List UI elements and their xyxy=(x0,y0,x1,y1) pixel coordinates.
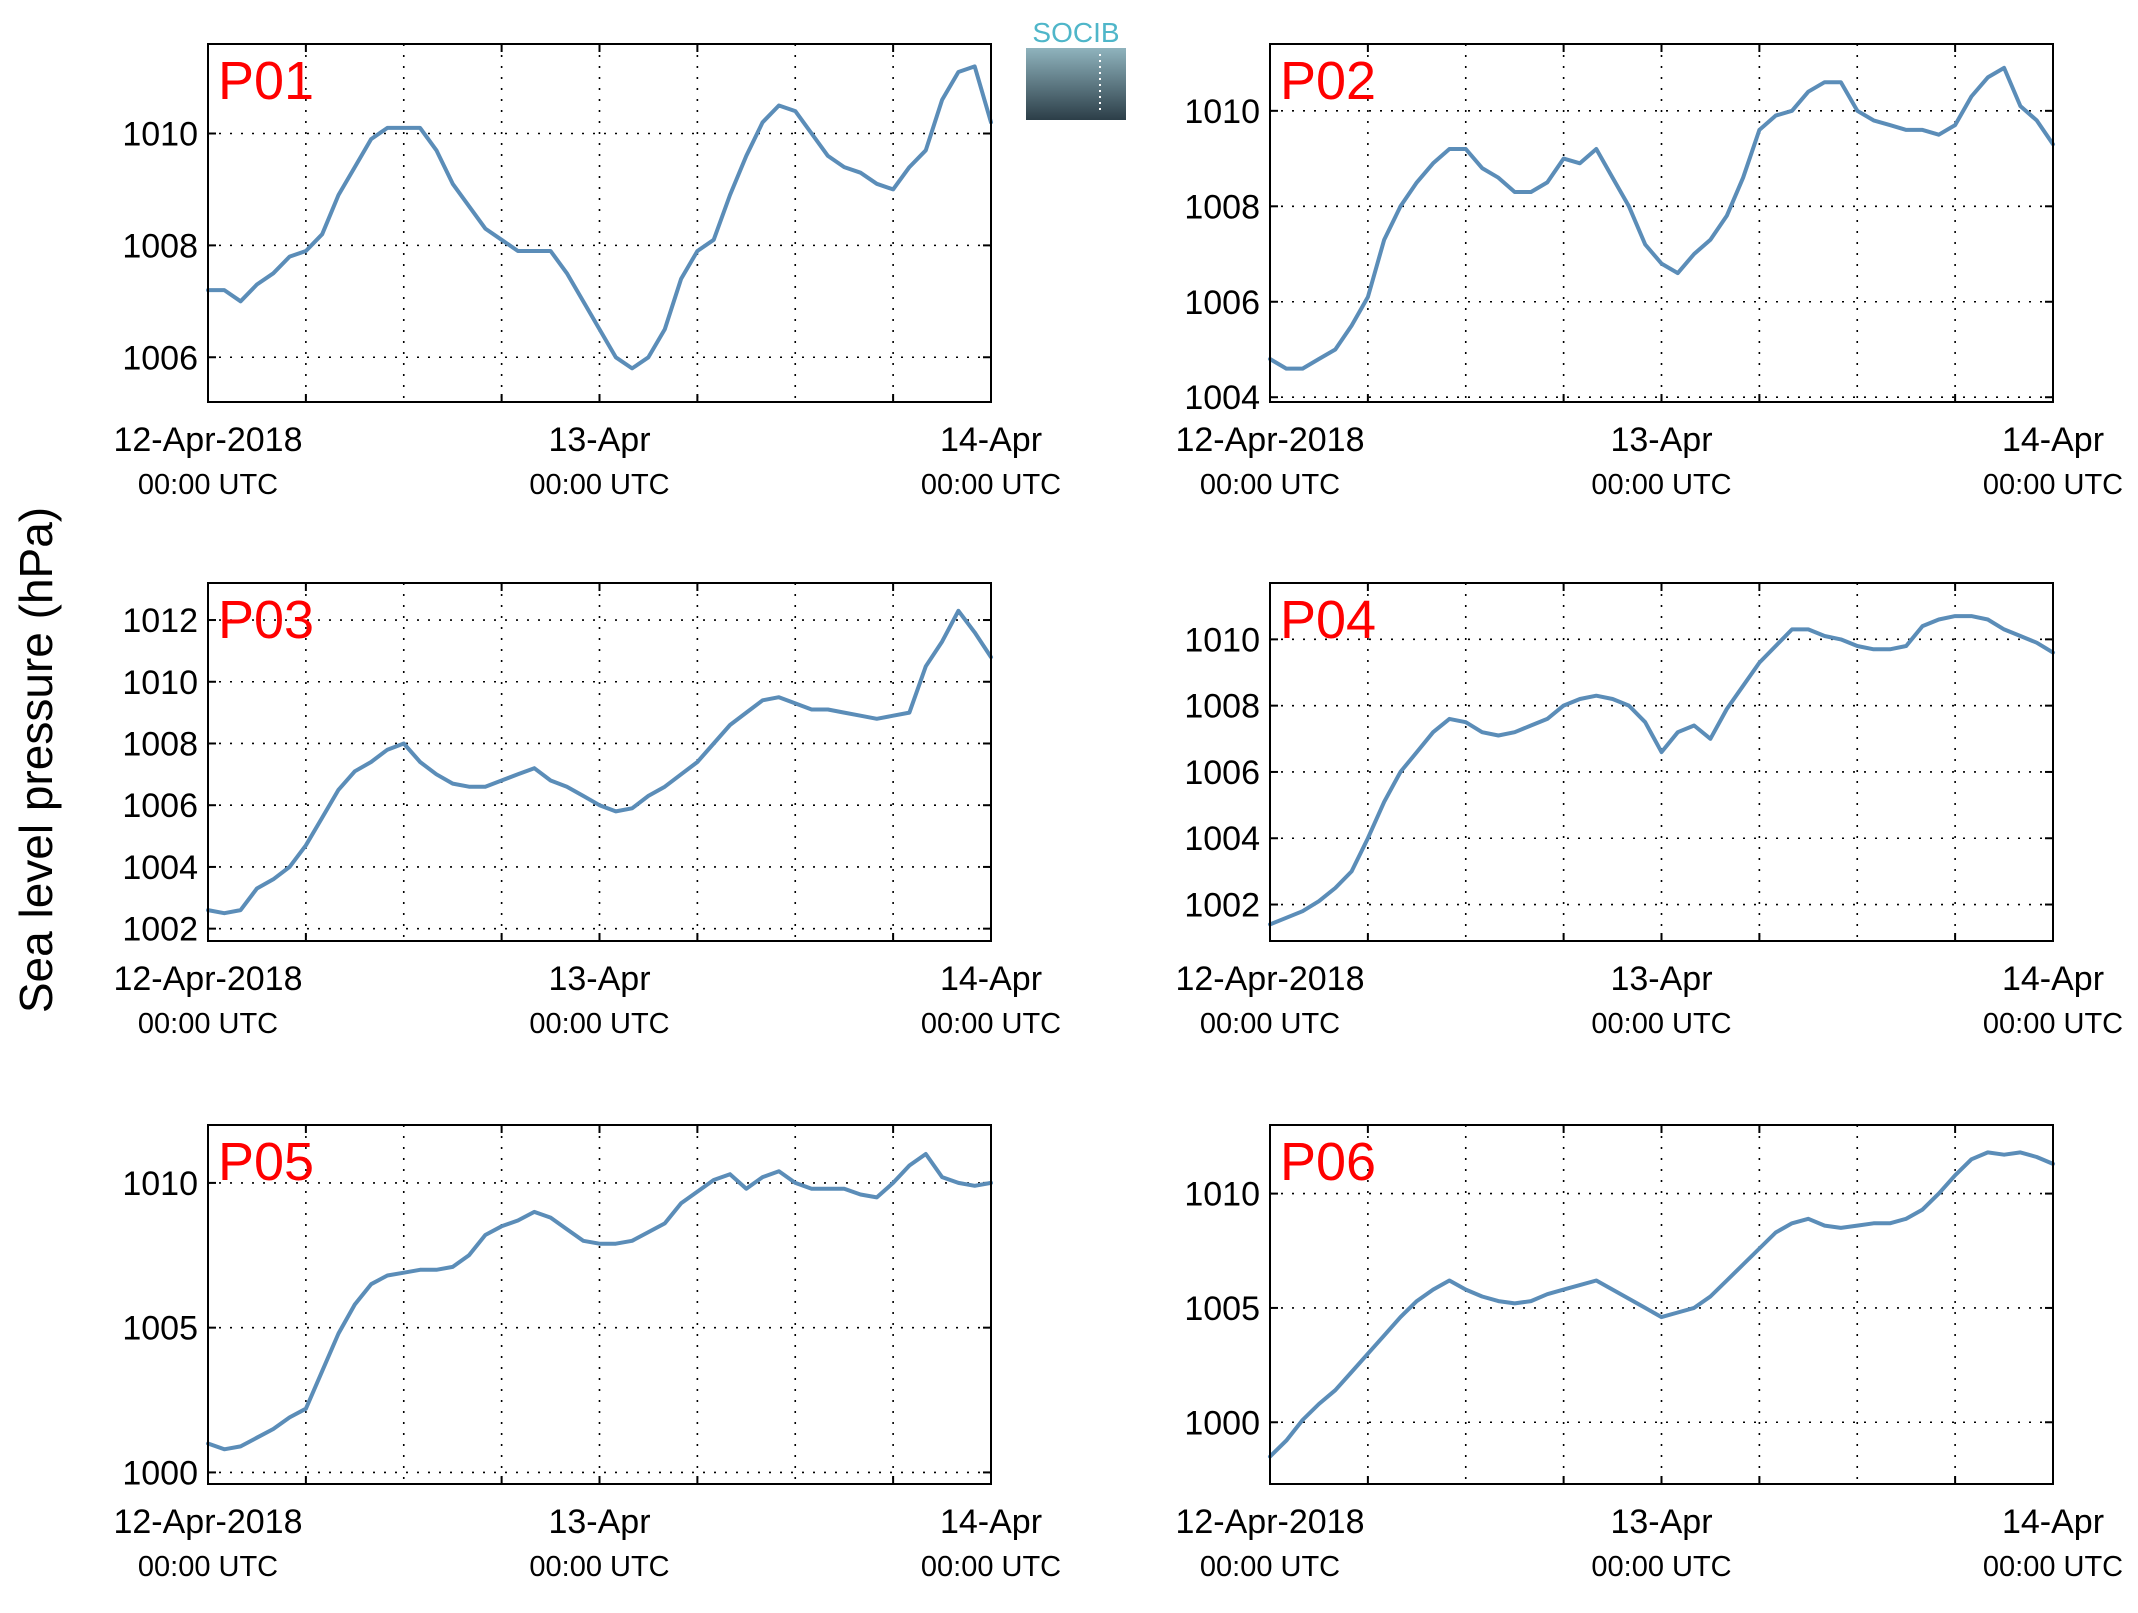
y-tick-label: 1010 xyxy=(122,116,198,154)
x-tick-sublabel: 00:00 UTC xyxy=(921,469,1061,501)
y-tick-label: 1002 xyxy=(1184,887,1260,925)
y-tick-label: 1004 xyxy=(1184,820,1260,858)
panel-p01: 1006 1008 1010 12-Apr-2018 00:00 UTC 13-Apr 00… xyxy=(113,43,1061,501)
station-label: P03 xyxy=(218,590,314,650)
series-line xyxy=(206,1152,993,1452)
x-tick-sublabel: 00:00 UTC xyxy=(529,469,669,501)
figure-ylabel-wrap: Sea level pressure (hPa) xyxy=(8,0,68,1608)
plot-frame xyxy=(1269,43,2054,403)
plot-frame xyxy=(207,1124,992,1485)
figure-ylabel-svg: Sea level pressure (hPa) xyxy=(10,507,62,1013)
x-tick-sublabel: 00:00 UTC xyxy=(1200,469,1340,501)
x-tick-label: 13-Apr xyxy=(548,421,650,459)
y-tick-label: 1010 xyxy=(122,1165,198,1203)
x-tick-label: 13-Apr xyxy=(1610,960,1712,998)
x-tick-sublabel: 00:00 UTC xyxy=(1983,1551,2123,1583)
y-tick-label: 1008 xyxy=(122,725,198,763)
x-tick-sublabel: 00:00 UTC xyxy=(1983,1008,2123,1040)
y-tick-label: 1000 xyxy=(1184,1404,1260,1442)
panel-p03: 1002 1004 1006 1008 1010 1012 12-Apr-2018 00:00… xyxy=(113,582,1061,1040)
x-tick-label: 13-Apr xyxy=(1610,421,1712,459)
y-tick-label: 1006 xyxy=(122,787,198,825)
y-tick-label: 1002 xyxy=(122,911,198,949)
x-tick-sublabel: 00:00 UTC xyxy=(1200,1551,1340,1583)
x-tick-label: 12-Apr-2018 xyxy=(113,1503,302,1541)
x-tick-label: 14-Apr xyxy=(2002,960,2104,998)
panel-p02: 1004 1006 1008 1010 12-Apr-2018 00:00 UTC 13-A… xyxy=(1175,43,2123,501)
x-tick-sublabel: 00:00 UTC xyxy=(138,1551,278,1583)
station-label: P04 xyxy=(1280,590,1376,650)
x-tick-label: 13-Apr xyxy=(548,1503,650,1541)
panel-p06: 1000 1005 1010 12-Apr-2018 00:00 UTC 13-Apr 00… xyxy=(1175,1124,2123,1583)
y-tick-label: 1010 xyxy=(1184,621,1260,659)
x-tick-sublabel: 00:00 UTC xyxy=(1591,469,1731,501)
station-label: P05 xyxy=(218,1132,314,1192)
panel-p05: 1000 1005 1010 12-Apr-2018 00:00 UTC 13-Apr 00… xyxy=(113,1124,1061,1583)
y-tick-label: 1010 xyxy=(122,664,198,702)
series-line xyxy=(206,64,993,371)
series-line xyxy=(1268,614,2055,927)
x-tick-label: 14-Apr xyxy=(2002,421,2104,459)
y-tick-label: 1005 xyxy=(1184,1290,1260,1328)
x-tick-sublabel: 00:00 UTC xyxy=(1983,469,2123,501)
x-tick-sublabel: 00:00 UTC xyxy=(1200,1008,1340,1040)
x-tick-sublabel: 00:00 UTC xyxy=(529,1551,669,1583)
x-tick-label: 12-Apr-2018 xyxy=(1175,960,1364,998)
plot-frame xyxy=(1269,582,2054,942)
y-tick-label: 1005 xyxy=(122,1310,198,1348)
y-tick-label: 1006 xyxy=(1184,284,1260,322)
station-label: P01 xyxy=(218,51,314,111)
x-tick-sublabel: 00:00 UTC xyxy=(138,469,278,501)
x-tick-sublabel: 00:00 UTC xyxy=(1591,1551,1731,1583)
x-tick-label: 13-Apr xyxy=(548,960,650,998)
figure-ylabel: Sea level pressure (hPa) xyxy=(10,507,62,1013)
station-label: P02 xyxy=(1280,51,1376,111)
x-tick-sublabel: 00:00 UTC xyxy=(1591,1008,1731,1040)
y-tick-label: 1010 xyxy=(1184,1176,1260,1214)
series-line xyxy=(1268,65,2055,371)
x-tick-sublabel: 00:00 UTC xyxy=(138,1008,278,1040)
y-tick-label: 1000 xyxy=(122,1454,198,1492)
y-tick-label: 1006 xyxy=(1184,754,1260,792)
y-tick-label: 1012 xyxy=(122,602,198,640)
x-tick-label: 14-Apr xyxy=(940,1503,1042,1541)
x-tick-label: 12-Apr-2018 xyxy=(113,421,302,459)
x-tick-sublabel: 00:00 UTC xyxy=(921,1551,1061,1583)
y-tick-label: 1006 xyxy=(122,339,198,377)
panel-p04: 1002 1004 1006 1008 1010 12-Apr-2018 00:00 UTC… xyxy=(1175,582,2123,1040)
y-tick-label: 1008 xyxy=(1184,688,1260,726)
x-tick-label: 14-Apr xyxy=(940,960,1042,998)
x-tick-label: 14-Apr xyxy=(2002,1503,2104,1541)
x-tick-sublabel: 00:00 UTC xyxy=(529,1008,669,1040)
x-tick-label: 12-Apr-2018 xyxy=(113,960,302,998)
plot-frame xyxy=(207,582,992,942)
station-label: P06 xyxy=(1280,1132,1376,1192)
plot-frame xyxy=(207,43,992,403)
x-tick-sublabel: 00:00 UTC xyxy=(921,1008,1061,1040)
y-tick-label: 1010 xyxy=(1184,93,1260,131)
logo-block xyxy=(1026,48,1126,120)
x-tick-label: 14-Apr xyxy=(940,421,1042,459)
x-tick-label: 12-Apr-2018 xyxy=(1175,1503,1364,1541)
socib-logo: SOCIB xyxy=(1024,17,1128,127)
series-line xyxy=(1268,1150,2055,1459)
y-tick-label: 1008 xyxy=(1184,188,1260,226)
logo-wordmark: SOCIB xyxy=(1032,18,1119,48)
y-tick-label: 1004 xyxy=(122,849,198,887)
y-tick-label: 1008 xyxy=(122,227,198,265)
x-tick-label: 12-Apr-2018 xyxy=(1175,421,1364,459)
plot-frame xyxy=(1269,1124,2054,1485)
socib-logo-graphic: SOCIB xyxy=(1026,17,1126,120)
series-line xyxy=(206,608,993,916)
x-tick-label: 13-Apr xyxy=(1610,1503,1712,1541)
y-tick-label: 1004 xyxy=(1184,379,1260,417)
